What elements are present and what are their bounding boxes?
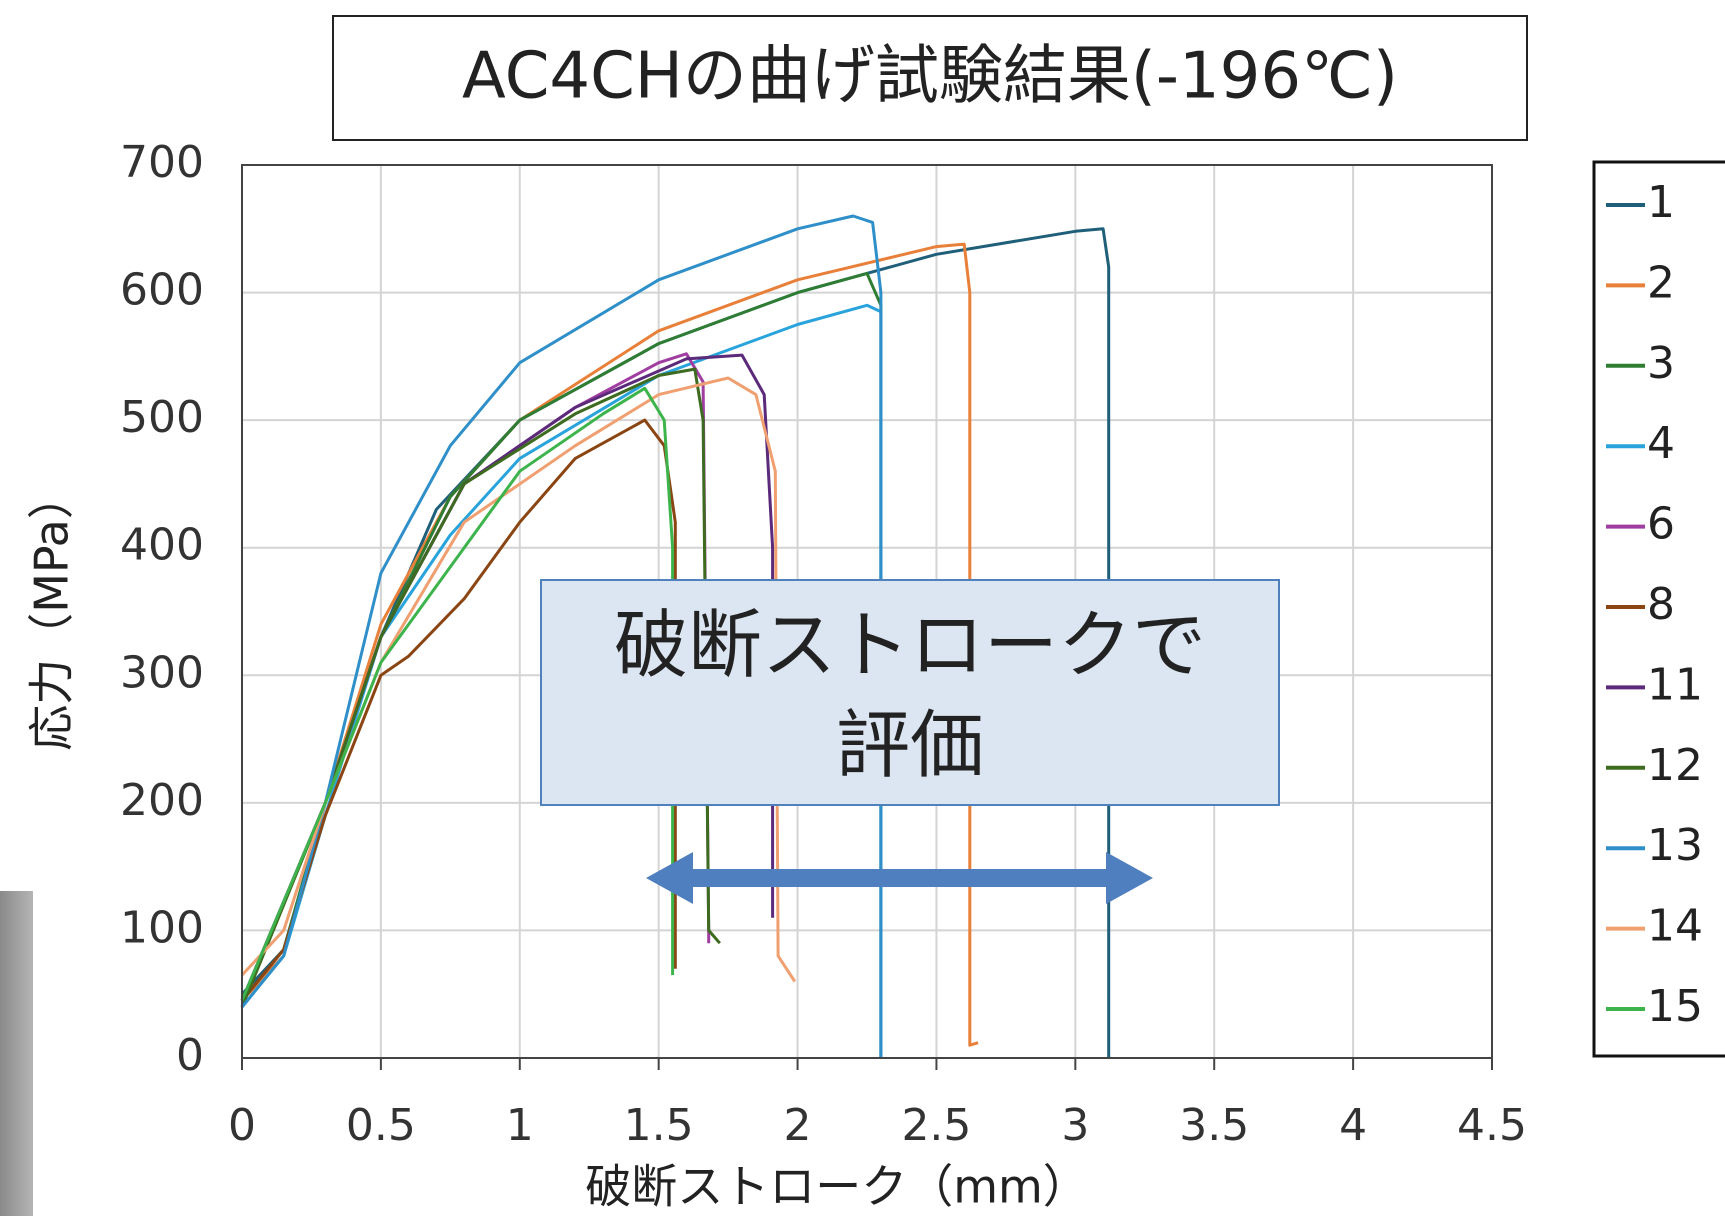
x-tick-label: 0.5 — [346, 1100, 416, 1151]
x-tick-label: 3.5 — [1179, 1100, 1249, 1151]
x-tick-label: 2 — [784, 1100, 812, 1151]
x-tick-label: 2.5 — [901, 1100, 971, 1151]
legend-label: 11 — [1647, 659, 1703, 710]
x-axis-label: 破断ストローク（mm） — [585, 1160, 1089, 1214]
legend-label: 8 — [1647, 579, 1675, 630]
legend-label: 14 — [1647, 901, 1703, 952]
x-tick-label: 1 — [506, 1100, 534, 1151]
y-tick-label: 600 — [120, 265, 204, 316]
y-tick-label: 300 — [120, 647, 204, 698]
y-axis-label: 応力（MPa） — [25, 473, 79, 751]
chart: AC4CHの曲げ試験結果(-196℃) 破断ストローク（mm） 応力（MPa） … — [0, 0, 1725, 1216]
legend-label: 13 — [1647, 820, 1703, 871]
photo-strip — [0, 891, 33, 1216]
y-tick-label: 500 — [120, 392, 204, 443]
y-tick-label: 700 — [120, 137, 204, 188]
y-tick-label: 100 — [120, 902, 204, 953]
y-tick-label: 0 — [176, 1030, 204, 1081]
annotation-line: 評価 — [836, 703, 984, 789]
x-tick-label: 1.5 — [624, 1100, 694, 1151]
legend-label: 6 — [1647, 499, 1675, 550]
x-tick-label: 4.5 — [1457, 1100, 1527, 1151]
legend-label: 12 — [1647, 740, 1703, 791]
legend-label: 1 — [1647, 177, 1675, 228]
x-tick-label: 0 — [228, 1100, 256, 1151]
y-tick-label: 200 — [120, 775, 204, 826]
legend-label: 3 — [1647, 338, 1675, 389]
y-tick-label: 400 — [120, 520, 204, 571]
legend-label: 15 — [1647, 981, 1703, 1032]
page: AC4CHの曲げ試験結果(-196℃) 破断ストローク（mm） 応力（MPa） … — [0, 0, 1725, 1216]
legend-label: 2 — [1647, 257, 1675, 308]
chart-title: AC4CHの曲げ試験結果(-196℃) — [462, 40, 1398, 114]
range-arrow — [646, 852, 1153, 904]
x-tick-label: 4 — [1339, 1100, 1367, 1151]
legend-label: 4 — [1647, 418, 1675, 469]
x-tick-label: 3 — [1061, 1100, 1089, 1151]
annotation-line: 破断ストロークで — [614, 603, 1206, 689]
